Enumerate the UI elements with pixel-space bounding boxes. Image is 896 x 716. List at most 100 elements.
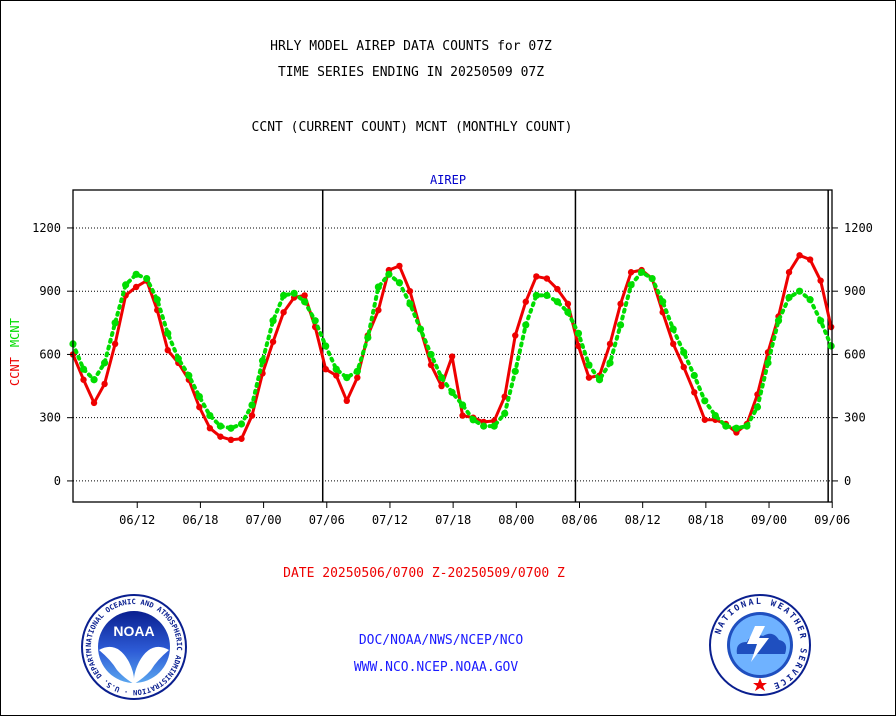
data-point-mcnt (722, 422, 730, 430)
data-point-mcnt (111, 319, 119, 327)
x-tick-label: 08/18 (688, 513, 724, 527)
data-point-ccnt (406, 287, 414, 295)
data-point-ccnt (396, 262, 403, 270)
data-point-mcnt (522, 321, 530, 329)
data-point-mcnt (301, 298, 309, 306)
data-point-mcnt (469, 416, 477, 424)
data-point-ccnt (617, 300, 624, 308)
series-layer (69, 252, 835, 444)
data-point-ccnt (459, 412, 466, 419)
data-point-mcnt (753, 403, 762, 411)
data-point-mcnt (406, 300, 414, 308)
data-point-mcnt (648, 274, 656, 283)
plot-border (72, 189, 833, 503)
x-tick-label: 09/06 (814, 513, 850, 527)
data-point-mcnt (480, 422, 488, 430)
data-point-mcnt (827, 342, 835, 350)
data-point-ccnt (448, 353, 456, 360)
data-point-ccnt (238, 435, 245, 442)
data-point-ccnt (575, 342, 582, 350)
data-point-mcnt (322, 342, 330, 350)
data-point-mcnt (248, 401, 256, 409)
data-point-mcnt (764, 359, 772, 367)
data-point-mcnt (574, 329, 583, 337)
data-point-mcnt (364, 333, 372, 342)
data-point-ccnt (80, 376, 87, 383)
website-link[interactable]: WWW.NCO.NCEP.NOAA.GOV (353, 660, 519, 675)
grid-layer (73, 190, 832, 502)
x-tick-label: 08/12 (625, 513, 661, 527)
series-line-ccnt (71, 253, 833, 442)
data-point-mcnt (711, 411, 719, 420)
data-point-ccnt (796, 252, 803, 259)
data-point-mcnt (437, 374, 446, 382)
data-point-mcnt (806, 296, 814, 304)
y-tick-label-left: 300 (39, 411, 61, 425)
data-point-ccnt (248, 412, 256, 419)
y-tick-label-right: 1200 (844, 221, 873, 235)
x-tick-label: 06/12 (119, 513, 155, 527)
x-tick-label: 09/00 (751, 513, 787, 527)
data-point-mcnt (227, 424, 235, 432)
y-axis-label-ccnt: CCNT (8, 357, 22, 386)
data-point-mcnt (332, 365, 340, 373)
data-point-ccnt (90, 399, 98, 407)
data-point-mcnt (669, 325, 677, 333)
data-point-mcnt (638, 268, 646, 276)
data-point-mcnt (553, 298, 561, 306)
nws-logo: NATIONAL WEATHER SERVICE (709, 594, 811, 696)
data-point-ccnt (164, 347, 171, 354)
data-point-ccnt (438, 382, 445, 390)
x-tick-label: 07/12 (372, 513, 408, 527)
data-point-mcnt (311, 317, 319, 325)
data-point-ccnt (817, 277, 824, 284)
data-point-mcnt (122, 281, 130, 289)
data-point-mcnt (616, 321, 625, 329)
title-line-2: TIME SERIES ENDING IN 20250509 07Z (277, 65, 545, 80)
data-point-ccnt (670, 340, 677, 348)
data-point-ccnt (806, 256, 814, 263)
data-point-mcnt (216, 422, 225, 430)
data-point-ccnt (206, 425, 214, 432)
data-point-mcnt (164, 329, 172, 337)
data-point-ccnt (533, 273, 540, 280)
title-line-1: HRLY MODEL AIREP DATA COUNTS for 07Z (270, 39, 552, 54)
data-point-ccnt (701, 416, 708, 423)
data-point-mcnt (79, 365, 88, 373)
data-point-mcnt (100, 359, 109, 367)
y-tick-label-right: 600 (844, 347, 866, 361)
data-point-ccnt (427, 361, 435, 369)
x-tick-label: 07/06 (309, 513, 345, 527)
data-point-ccnt (543, 275, 551, 282)
x-tick-label: 08/06 (561, 513, 597, 527)
data-point-mcnt (237, 420, 246, 428)
data-point-mcnt (743, 422, 751, 430)
y-axis-label: CCNT MCNT (8, 318, 22, 386)
data-point-ccnt (101, 380, 108, 388)
x-tick-label: 06/18 (182, 513, 218, 527)
data-point-ccnt (585, 374, 593, 381)
series-line-mcnt (71, 270, 834, 431)
data-point-mcnt (427, 350, 435, 359)
x-tick-label: 08/00 (498, 513, 534, 527)
y-tick-label-left: 1200 (32, 221, 61, 235)
axis-layer: 0 0 300 300 600 600 900 900 1200 1200 06/12 06/18 07… (8, 173, 873, 527)
data-point-mcnt (290, 289, 298, 297)
y-tick-label-right: 300 (844, 411, 866, 425)
data-point-ccnt (217, 433, 224, 440)
y-tick-label-left: 0 (54, 474, 61, 488)
data-point-mcnt (280, 291, 288, 300)
data-point-mcnt (774, 317, 783, 325)
data-point-mcnt (395, 279, 404, 287)
data-point-mcnt (585, 361, 593, 369)
data-point-mcnt (269, 317, 277, 325)
data-point-ccnt (827, 323, 835, 331)
data-point-mcnt (374, 283, 382, 291)
data-point-ccnt (132, 283, 140, 291)
data-point-mcnt (185, 371, 193, 380)
data-point-mcnt (501, 409, 509, 418)
data-point-mcnt (606, 359, 614, 367)
data-point-ccnt (343, 397, 350, 405)
data-point-mcnt (385, 270, 393, 278)
